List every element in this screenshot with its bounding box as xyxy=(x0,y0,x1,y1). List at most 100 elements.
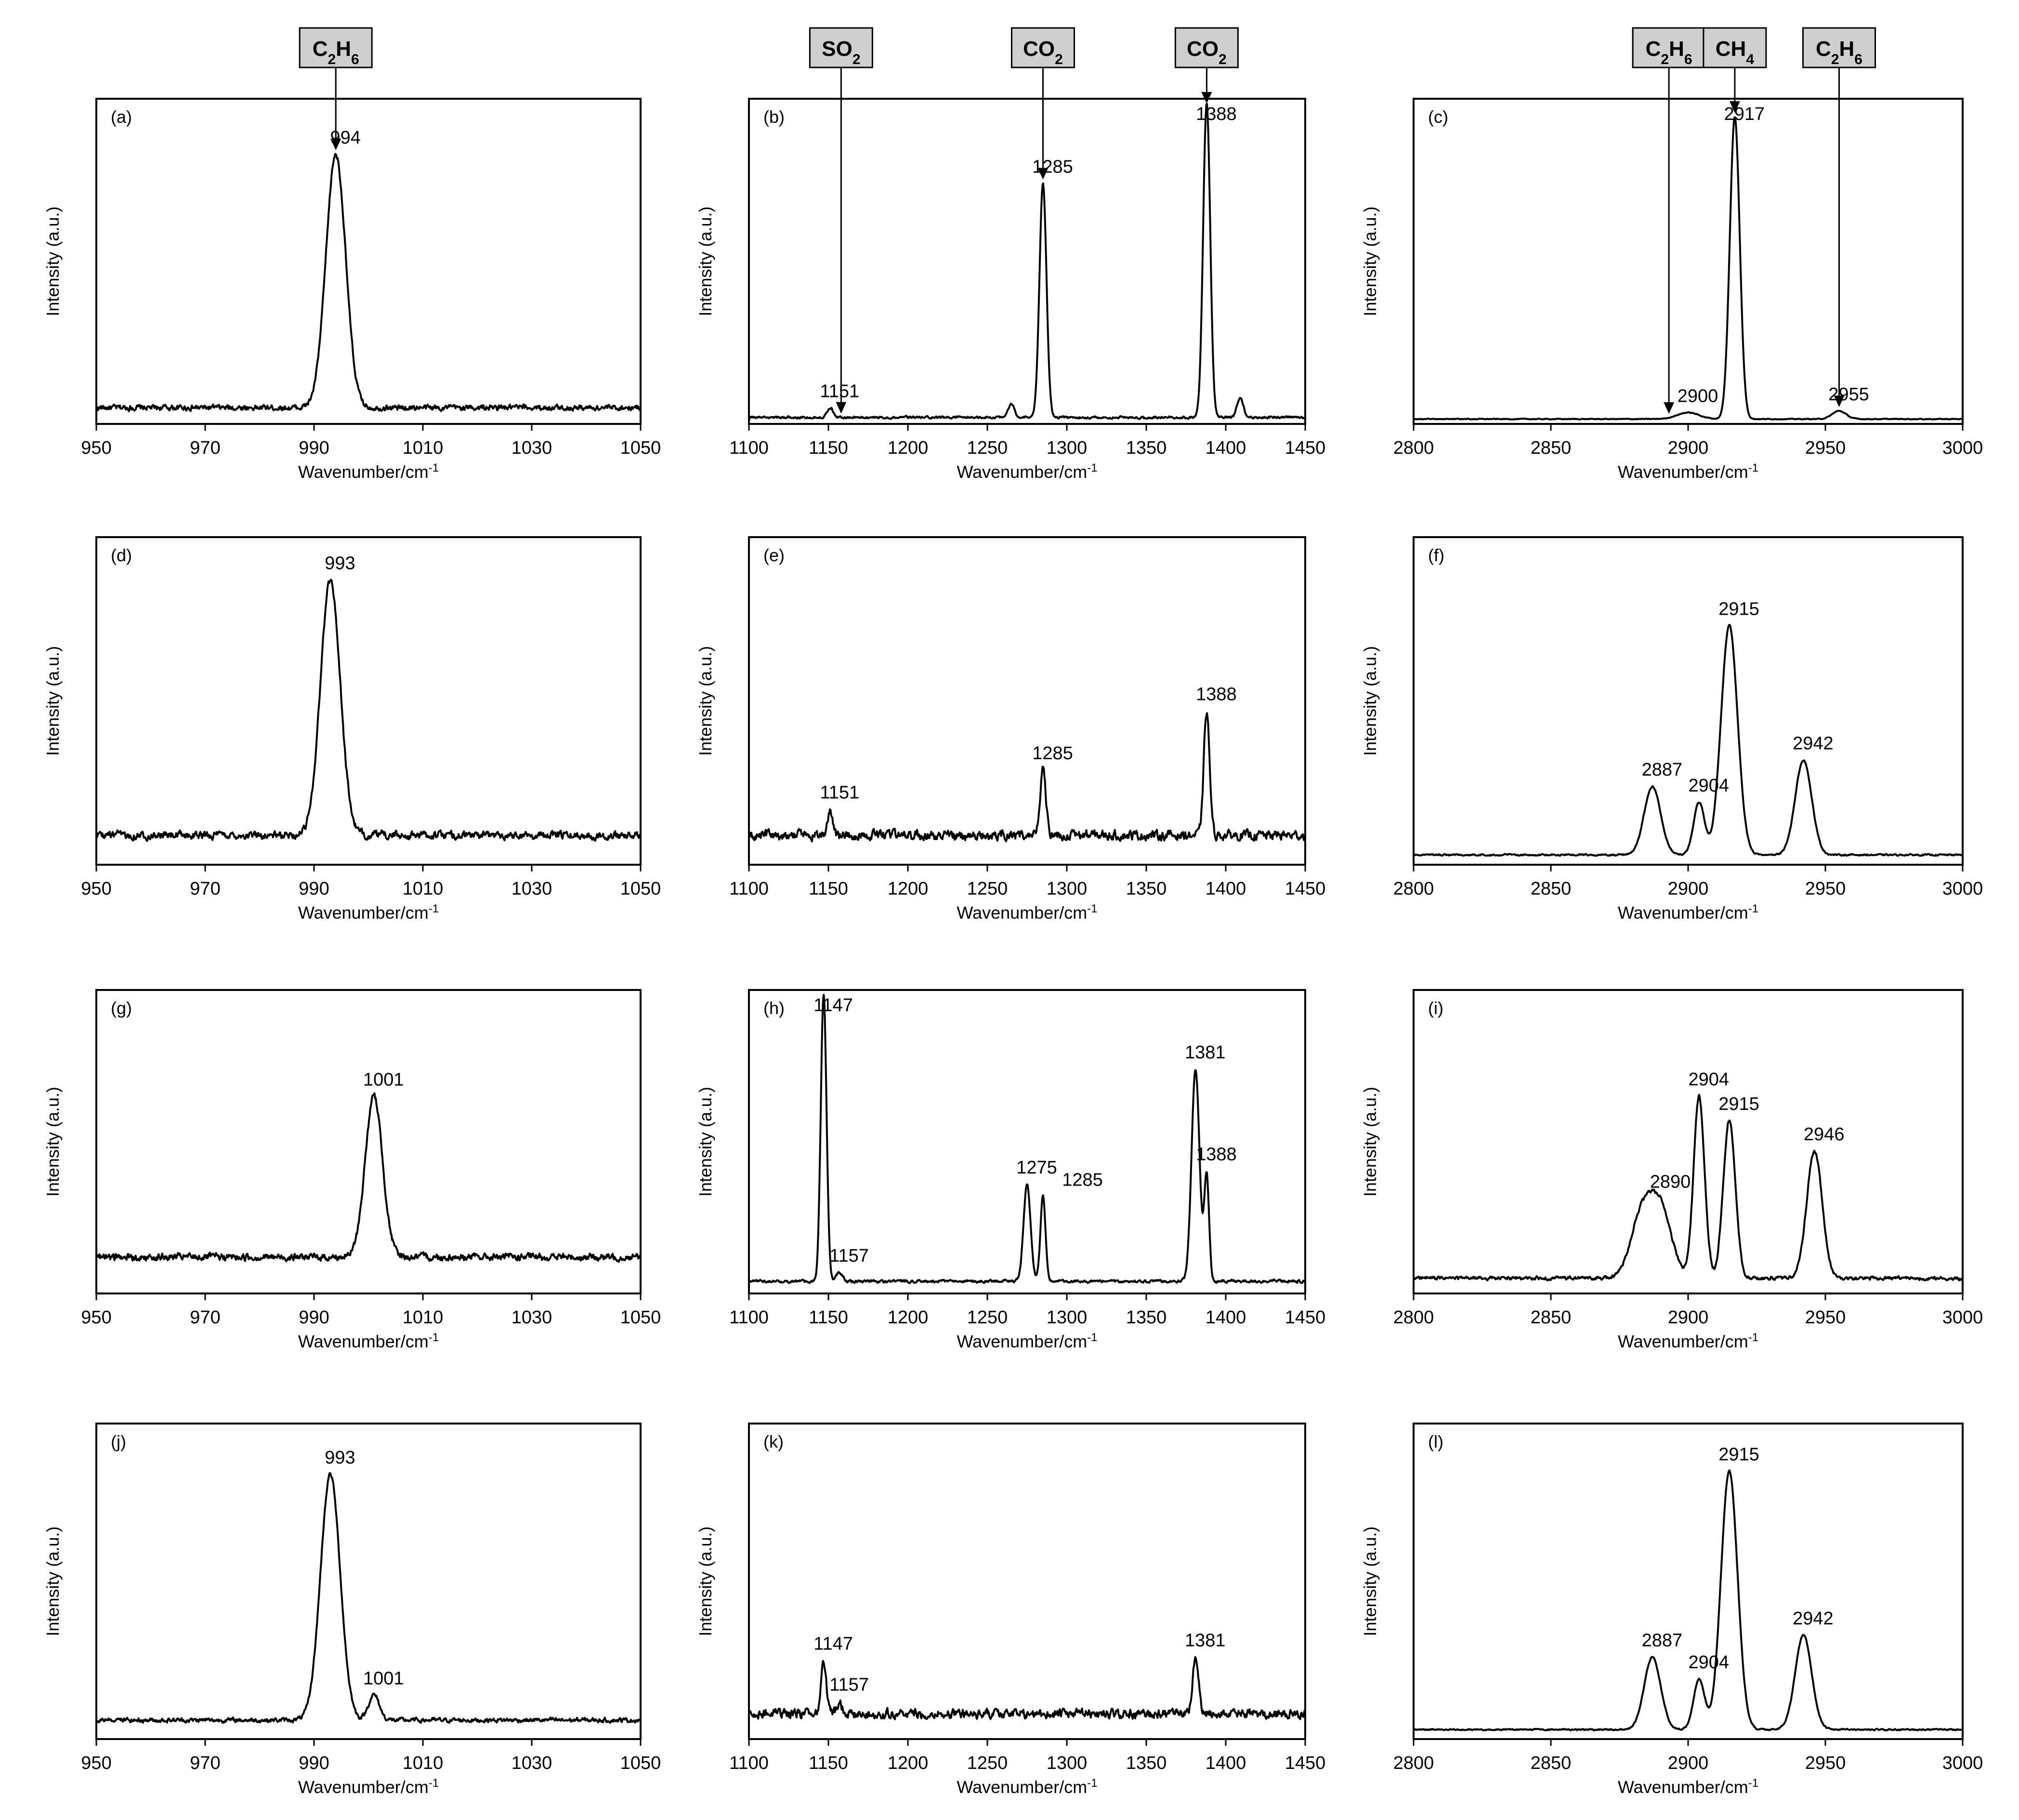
x-axis-title: Wavenumber/cm-1 xyxy=(298,1331,439,1352)
x-tick-label: 2800 xyxy=(1393,1753,1434,1773)
x-tick-label: 970 xyxy=(190,879,220,899)
x-tick-label: 1010 xyxy=(403,1753,444,1773)
panel-label: (f) xyxy=(1428,545,1444,565)
plot-frame xyxy=(95,536,642,866)
plot-frame xyxy=(748,98,1306,425)
spectrum-line xyxy=(1413,624,1964,857)
x-tick-label: 1300 xyxy=(1047,1307,1088,1328)
peak-label: 1388 xyxy=(1196,1145,1237,1165)
y-axis-title: Intensity (a.u.) xyxy=(1360,1526,1380,1636)
marker-arrow-head xyxy=(330,138,341,150)
x-tick-label: 1150 xyxy=(809,438,848,458)
x-tick-label: 1030 xyxy=(511,438,552,458)
peak-label: 1285 xyxy=(1032,157,1073,177)
x-axis-title: Wavenumber/cm-1 xyxy=(298,1777,439,1797)
marker-arrow-head xyxy=(1834,396,1845,407)
x-tick-label: 1050 xyxy=(620,438,661,458)
plot-frame xyxy=(1413,536,1964,866)
peak-label: 1147 xyxy=(813,995,853,1016)
x-tick-label: 950 xyxy=(81,438,111,458)
x-tick-label: 1300 xyxy=(1047,879,1088,899)
plot-frame xyxy=(1413,98,1964,425)
x-tick-label: 1350 xyxy=(1126,1307,1167,1328)
peak-label: 993 xyxy=(325,553,355,573)
y-axis-title: Intensity (a.u.) xyxy=(1360,1087,1380,1197)
panel-d: 950 970 990 1010 1030 1050 Wavenumber/cm-1 Inte… xyxy=(43,536,661,923)
x-axis-title: Wavenumber/cm-1 xyxy=(957,462,1097,482)
plot-frame xyxy=(95,989,642,1294)
peak-label: 1275 xyxy=(1016,1158,1057,1178)
panel-label: (i) xyxy=(1428,998,1443,1018)
spectrum-line xyxy=(1413,1469,1964,1732)
molecule-label: CO2 xyxy=(1187,37,1227,67)
x-tick-label: 1400 xyxy=(1206,879,1246,899)
molecule-box xyxy=(1632,27,1706,68)
peak-label: 1285 xyxy=(1032,743,1073,764)
x-tick-label: 1450 xyxy=(1285,438,1326,458)
x-tick-label: 1010 xyxy=(403,1307,444,1328)
x-tick-label: 990 xyxy=(299,1307,329,1328)
x-tick-label: 1150 xyxy=(809,879,848,899)
peak-label: 2942 xyxy=(1793,733,1834,753)
peak-label: 1147 xyxy=(813,1634,853,1654)
panel-h: 1100 1150 1200 1250 1300 1350 1400 1450 Wavenumb… xyxy=(695,989,1326,1351)
molecule-label: C2H6 xyxy=(1816,37,1862,67)
y-axis-title: Intensity (a.u.) xyxy=(1360,646,1380,756)
x-tick-label: 950 xyxy=(81,1307,111,1328)
spectrum-line xyxy=(748,103,1306,420)
spectrum-line xyxy=(748,994,1306,1284)
x-tick-label: 1100 xyxy=(729,1753,769,1773)
peak-label: 1381 xyxy=(1185,1631,1226,1651)
peak-label: 2942 xyxy=(1793,1609,1834,1629)
x-tick-label: 2950 xyxy=(1805,438,1846,458)
x-tick-label: 1350 xyxy=(1126,1753,1167,1773)
plot-frame xyxy=(95,98,642,425)
x-tick-label: 1350 xyxy=(1126,438,1167,458)
peak-label: 2887 xyxy=(1642,1631,1683,1651)
molecule-label: CH4 xyxy=(1716,37,1755,67)
panel-f: 2800 2850 2900 2950 3000 Wavenumber/cm-1 Inten… xyxy=(1360,536,1983,923)
panel-i: 2800 2850 2900 2950 3000 Wavenumber/cm-1 Inten… xyxy=(1360,989,1983,1351)
x-tick-label: 950 xyxy=(81,1753,111,1773)
x-tick-label: 1250 xyxy=(967,1753,1008,1773)
panel-label: (h) xyxy=(763,998,785,1018)
spectrum-line xyxy=(1413,1094,1964,1281)
peak-label: 1001 xyxy=(363,1668,404,1688)
peak-label: 1151 xyxy=(820,381,859,401)
x-tick-label: 950 xyxy=(81,879,111,899)
x-tick-label: 1010 xyxy=(403,879,444,899)
peak-label: 2904 xyxy=(1689,776,1730,796)
molecule-label: C2H6 xyxy=(1646,37,1692,67)
spectrum-line xyxy=(95,153,642,412)
panel-label: (a) xyxy=(111,107,132,127)
x-tick-label: 970 xyxy=(190,438,220,458)
peak-label: 1388 xyxy=(1196,104,1237,124)
y-axis-title: Intensity (a.u.) xyxy=(695,1526,715,1636)
peak-label: 2917 xyxy=(1724,104,1765,124)
x-tick-label: 1100 xyxy=(729,438,769,458)
y-axis-title: Intensity (a.u.) xyxy=(43,1526,63,1636)
x-tick-label: 1450 xyxy=(1285,1307,1326,1328)
x-tick-label: 1200 xyxy=(888,1307,929,1328)
x-tick-label: 1030 xyxy=(511,1307,552,1328)
x-tick-label: 1200 xyxy=(888,1753,929,1773)
peak-label: 1381 xyxy=(1185,1042,1226,1063)
panel-label: (b) xyxy=(763,107,785,127)
x-tick-label: 2900 xyxy=(1668,438,1709,458)
peak-label: 2904 xyxy=(1689,1652,1730,1673)
x-tick-label: 1010 xyxy=(403,438,444,458)
molecule-box xyxy=(1802,27,1876,68)
panel-label: (k) xyxy=(763,1432,784,1451)
peak-label: 1285 xyxy=(1062,1170,1103,1190)
y-axis-title: Intensity (a.u.) xyxy=(43,206,63,316)
peak-label: 2890 xyxy=(1650,1172,1691,1192)
panel-l: 2800 2850 2900 2950 3000 Wavenumber/cm-1 Inten… xyxy=(1360,1423,1983,1797)
x-axis-title: Wavenumber/cm-1 xyxy=(957,902,1097,923)
x-tick-label: 2900 xyxy=(1668,1753,1709,1773)
x-tick-label: 2900 xyxy=(1668,1307,1709,1328)
panel-j: 950 970 990 1010 1030 1050 Wavenumber/cm-1 Inte… xyxy=(43,1423,661,1797)
x-tick-label: 1150 xyxy=(809,1753,848,1773)
marker-arrow-head xyxy=(1664,402,1675,414)
x-tick-label: 2850 xyxy=(1531,1753,1572,1773)
x-tick-label: 1250 xyxy=(967,879,1008,899)
